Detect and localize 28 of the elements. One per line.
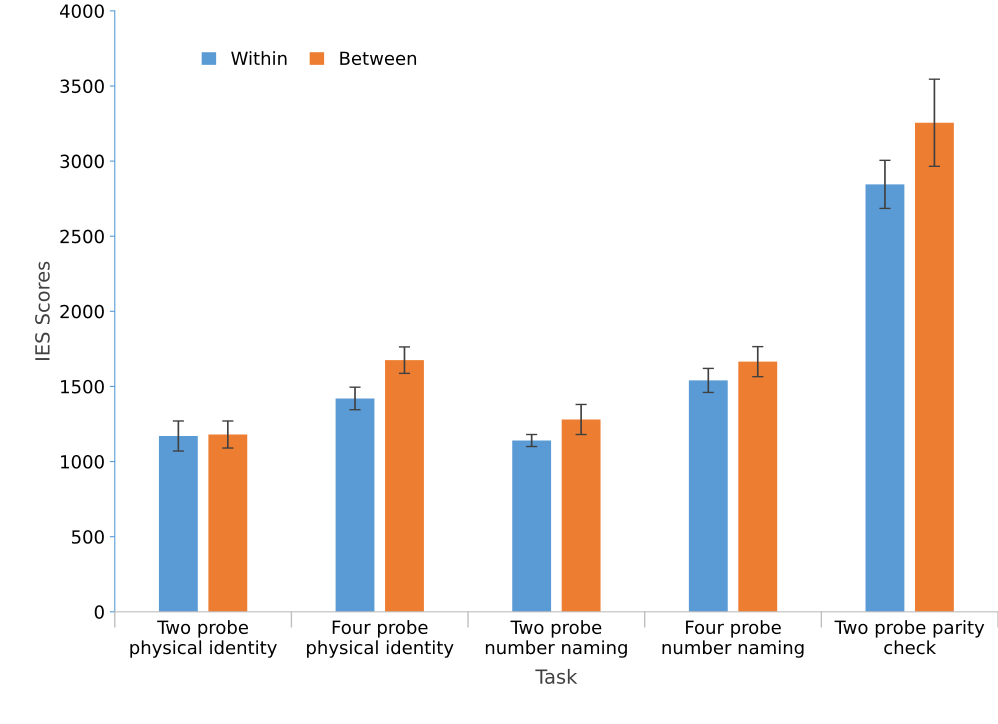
y-tick-label: 0	[94, 605, 104, 619]
y-tick-label: 3000	[60, 154, 104, 168]
y-tick-label: 500	[72, 530, 104, 544]
bar	[914, 122, 954, 612]
bar	[866, 184, 904, 612]
x-tick-label: Two probe physical identity	[130, 620, 277, 658]
y-tick-label: 2500	[60, 230, 104, 244]
bar	[738, 362, 778, 612]
bar	[336, 398, 374, 612]
y-tick-label: 1500	[61, 380, 104, 394]
y-axis-title: IES Scores	[35, 262, 50, 360]
bar	[512, 440, 552, 612]
y-tick-label: 1000	[61, 455, 104, 469]
x-axis-title: Task	[535, 668, 578, 684]
x-tick-label: Two probe number naming	[486, 620, 627, 658]
bar	[385, 360, 424, 612]
y-tick-label: 4000	[60, 4, 104, 18]
x-tick-label: Four probe physical identity	[307, 620, 454, 658]
bar	[208, 434, 248, 612]
bar	[562, 419, 601, 612]
bar	[158, 436, 198, 612]
y-tick-label: 3500	[60, 79, 104, 94]
bar	[688, 380, 728, 612]
legend-label: Within	[231, 51, 286, 65]
y-tick-label: 2000	[60, 304, 104, 318]
x-tick-label: Two probe parity check	[834, 620, 984, 654]
x-tick-label: Four probe number naming	[662, 620, 804, 658]
legend-label: Between	[340, 52, 416, 66]
